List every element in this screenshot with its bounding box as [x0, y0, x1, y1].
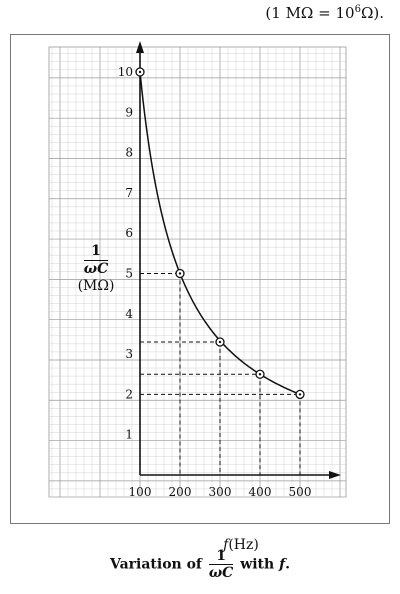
y-tick-label: 5	[125, 267, 133, 281]
y-tick-label: 3	[125, 347, 133, 361]
y-tick-label: 10	[118, 65, 133, 79]
data-point-dot	[258, 373, 262, 376]
grid	[48, 46, 347, 498]
chart-plot: 1 2 3 4 5 6 7 8 9 10 100 200 300 400 500	[48, 41, 347, 499]
data-point	[215, 337, 225, 347]
x-axis-arrow	[329, 471, 341, 479]
data-point	[295, 389, 305, 400]
y-tick-label: 9	[125, 105, 133, 119]
data-point	[175, 268, 185, 279]
x-tick-label: 100	[129, 485, 152, 499]
y-axis-arrow	[136, 41, 144, 53]
x-tick-label: 500	[289, 485, 312, 499]
x-tick-label: 200	[169, 485, 192, 499]
data-point-dot	[298, 393, 302, 396]
unit-conversion-note: (1 MΩ = 106Ω).	[265, 4, 384, 22]
data-points	[135, 67, 305, 400]
data-point	[255, 369, 265, 379]
y-tick-label: 7	[125, 186, 133, 200]
tick-labels: 1 2 3 4 5 6 7 8 9 10 100 200 300 400 500	[118, 65, 312, 499]
axes	[136, 41, 341, 479]
x-axis-label: f(Hz)	[223, 537, 259, 553]
y-tick-label: 1	[125, 428, 133, 442]
data-point-dot	[218, 340, 222, 344]
x-tick-label: 400	[249, 485, 272, 499]
figure-caption: Variation of 1 ωC with f.	[110, 548, 290, 581]
data-point-dot	[178, 272, 182, 275]
y-axis-label: 1 ωC (MΩ)	[77, 243, 115, 294]
y-tick-label: 6	[125, 226, 133, 240]
x-tick-label: 300	[209, 485, 232, 499]
grid-background	[48, 46, 347, 498]
data-point-dot	[138, 70, 142, 74]
y-tick-label: 2	[125, 387, 133, 401]
chart-frame: 1 2 3 4 5 6 7 8 9 10 100 200 300 400 500 1 ωC (MΩ) f(H…	[10, 34, 390, 553]
y-tick-label: 4	[125, 307, 133, 321]
dashed-guides	[140, 273, 301, 475]
data-point	[135, 67, 145, 77]
y-tick-label: 8	[125, 146, 133, 160]
